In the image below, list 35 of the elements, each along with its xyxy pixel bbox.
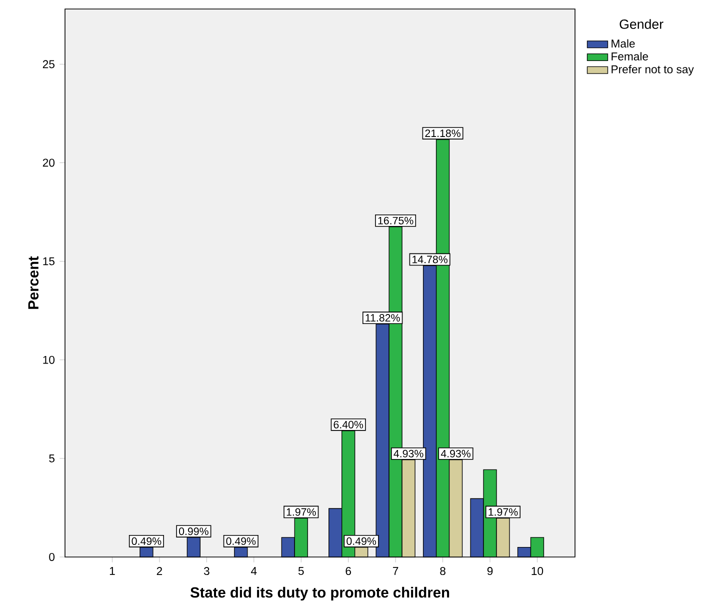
data-label: 4.93% [394,450,424,458]
legend-label: Prefer not to say [612,65,694,76]
data-label: 0.49% [132,537,162,545]
legend-label: Female [612,52,648,60]
y-tick-label: 20 [42,158,55,167]
legend-label: Male [612,39,635,48]
x-tick-label: 3 [204,567,210,576]
x-tick-label: 5 [298,567,304,575]
x-tick-label: 6 [346,567,351,576]
data-label: 0.49% [226,537,256,545]
data-label: 1.97% [286,508,316,516]
x-tick-label: 7 [392,567,398,575]
data-label: 14.78% [412,256,448,264]
data-label: 21.18% [425,130,460,138]
y-tick-label: 0 [49,552,55,561]
data-label: 6.40% [334,420,364,428]
x-tick-label: 10 [532,567,544,576]
data-label: 0.99% [178,528,208,536]
y-tick-label: 10 [43,356,55,364]
x-tick-label: 1 [110,567,115,575]
y-tick-label: 25 [42,60,54,68]
y-axis-title: Percent [28,256,39,309]
y-tick-label: 15 [43,257,54,266]
data-label: 1.97% [488,508,518,516]
legend-title: Gender [620,19,664,29]
x-tick-label: 8 [440,567,446,576]
data-label: 11.82% [366,314,400,322]
data-label: 4.93% [440,450,470,458]
x-tick-label: 2 [156,567,162,575]
x-axis-title: State did its duty to promote children [190,586,450,601]
y-tick-label: 5 [49,454,54,462]
x-tick-label: 9 [487,567,493,576]
data-label: 0.49% [346,537,376,545]
data-label: 16.75% [378,216,414,224]
x-tick-label: 4 [250,567,257,575]
